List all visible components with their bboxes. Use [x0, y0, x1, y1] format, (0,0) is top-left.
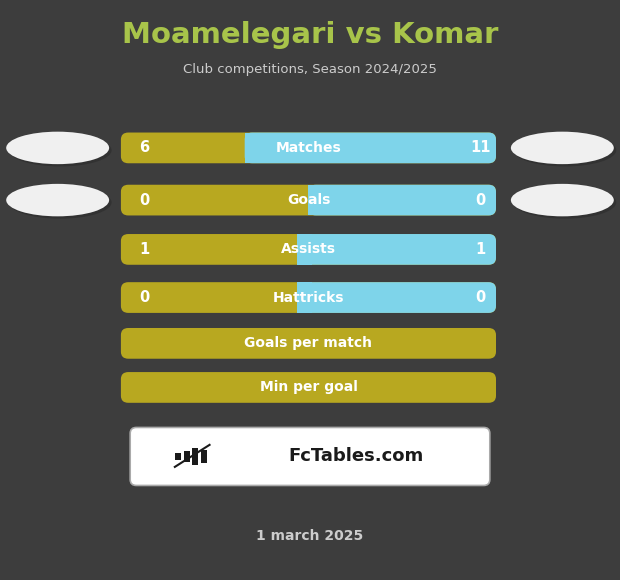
FancyBboxPatch shape — [309, 184, 324, 215]
Ellipse shape — [9, 134, 112, 166]
FancyBboxPatch shape — [192, 448, 198, 465]
FancyBboxPatch shape — [309, 184, 496, 215]
Text: Hattricks: Hattricks — [273, 291, 344, 304]
Text: 0: 0 — [476, 193, 485, 208]
FancyBboxPatch shape — [121, 234, 496, 264]
FancyBboxPatch shape — [245, 132, 496, 164]
Text: 0: 0 — [140, 290, 149, 305]
Text: 0: 0 — [140, 193, 149, 208]
Text: Goals per match: Goals per match — [244, 336, 373, 350]
FancyBboxPatch shape — [297, 282, 312, 313]
Ellipse shape — [6, 132, 109, 164]
Text: Assists: Assists — [281, 242, 336, 256]
FancyBboxPatch shape — [297, 282, 496, 313]
FancyBboxPatch shape — [121, 184, 496, 215]
Text: 1: 1 — [476, 242, 485, 257]
FancyBboxPatch shape — [121, 328, 496, 358]
FancyBboxPatch shape — [201, 450, 207, 463]
Text: Moamelegari vs Komar: Moamelegari vs Komar — [122, 21, 498, 49]
FancyBboxPatch shape — [297, 234, 496, 264]
Text: 1: 1 — [140, 242, 149, 257]
Text: 6: 6 — [140, 140, 149, 155]
Text: Goals: Goals — [287, 193, 330, 207]
FancyBboxPatch shape — [121, 372, 496, 403]
Text: Matches: Matches — [275, 141, 342, 155]
FancyBboxPatch shape — [130, 427, 490, 485]
Text: 1 march 2025: 1 march 2025 — [257, 530, 363, 543]
FancyBboxPatch shape — [175, 453, 181, 460]
Text: 0: 0 — [476, 290, 485, 305]
Text: 11: 11 — [470, 140, 491, 155]
FancyBboxPatch shape — [297, 234, 312, 264]
Ellipse shape — [511, 184, 614, 216]
Ellipse shape — [511, 132, 614, 164]
Ellipse shape — [6, 184, 109, 216]
Text: FcTables.com: FcTables.com — [289, 447, 424, 466]
Text: Club competitions, Season 2024/2025: Club competitions, Season 2024/2025 — [183, 63, 437, 76]
FancyBboxPatch shape — [121, 282, 496, 313]
FancyBboxPatch shape — [184, 451, 190, 462]
Ellipse shape — [513, 186, 616, 219]
FancyBboxPatch shape — [245, 132, 260, 164]
Text: Min per goal: Min per goal — [260, 380, 357, 394]
Ellipse shape — [513, 134, 616, 166]
Ellipse shape — [9, 186, 112, 219]
FancyBboxPatch shape — [121, 132, 496, 164]
